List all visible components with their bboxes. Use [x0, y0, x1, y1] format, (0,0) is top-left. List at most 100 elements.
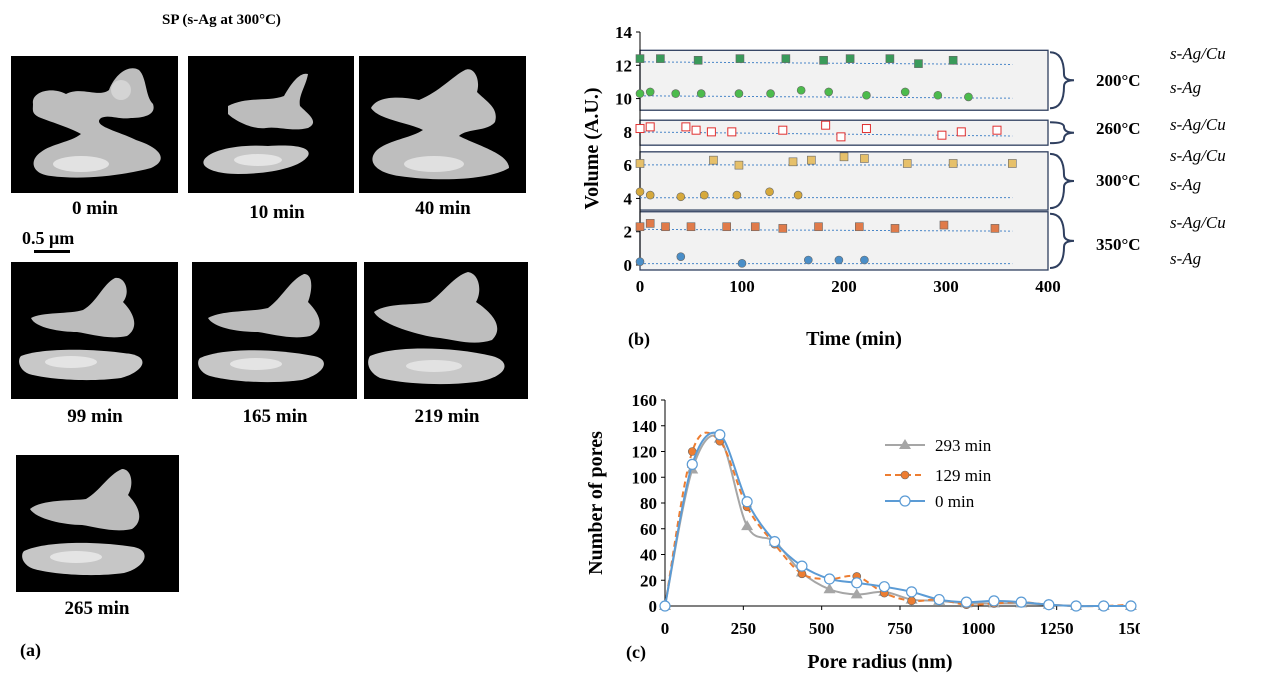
micrograph-0 [11, 56, 178, 193]
data-point [860, 154, 869, 163]
y-axis-label: Number of pores [585, 431, 607, 575]
data-point [676, 192, 686, 202]
data-point [850, 588, 863, 599]
data-point [914, 59, 923, 68]
data-point [645, 122, 655, 132]
data-point [845, 54, 855, 63]
data-point [823, 583, 836, 594]
x-tick-label: 400 [1035, 277, 1061, 296]
data-point [992, 125, 1002, 135]
y-tick-label: 60 [640, 520, 657, 539]
data-point [645, 219, 655, 228]
data-point [709, 155, 718, 165]
series-label: s-Ag/Cu [1170, 44, 1226, 63]
data-point [737, 259, 747, 268]
y-tick-label: 4 [624, 189, 633, 208]
group-temp-label: 260°C [1096, 119, 1141, 138]
legend-marker [899, 439, 911, 449]
y-tick-label: 40 [640, 546, 657, 565]
legend-label: 129 min [935, 466, 992, 485]
legend-label: 0 min [935, 492, 975, 511]
y-tick-label: 160 [632, 391, 658, 410]
data-point [796, 560, 808, 572]
data-point [741, 520, 754, 531]
data-point [686, 458, 698, 470]
x-tick-label: 0 [661, 619, 670, 638]
data-point [686, 222, 696, 232]
pore-radius-chart: 0 20 40 60 80 100 120 140 160 0 250 500 750 1000 1250 1… [585, 391, 1140, 673]
x-axis-label: Pore radius (nm) [807, 651, 952, 673]
x-tick-label: 0 [636, 277, 645, 296]
data-point [933, 90, 943, 100]
caption-0: 0 min [72, 198, 118, 219]
data-point [645, 190, 655, 200]
y-tick-label: 2 [624, 223, 633, 242]
data-point [990, 224, 1000, 233]
data-point [681, 122, 691, 132]
data-point [851, 577, 863, 589]
data-point [766, 89, 775, 98]
panel-c-label: (c) [626, 642, 646, 663]
data-point [661, 222, 670, 232]
data-point [788, 157, 798, 167]
group-temp-label: 200°C [1096, 71, 1141, 90]
data-point [804, 255, 813, 265]
data-point [765, 187, 774, 197]
data-point [693, 55, 703, 65]
data-point [635, 222, 645, 232]
data-point [890, 224, 900, 233]
data-point [722, 222, 731, 232]
group-bracket [1049, 51, 1075, 110]
y-tick-label: 120 [632, 443, 658, 462]
caption-40: 40 min [415, 198, 471, 219]
volume-time-chart: 200°C s-Ag/Cu s-Ag 260°C s-Ag/Cu 300°C s-Ag/Cu… [581, 23, 1226, 350]
data-point [937, 130, 947, 140]
data-point [907, 596, 916, 606]
data-point [645, 87, 655, 97]
data-point [900, 87, 910, 97]
y-axis-label: Volume (A.U.) [581, 87, 603, 209]
micrograph-165 [192, 262, 357, 399]
micrograph-40 [359, 56, 526, 193]
data-point [854, 222, 864, 232]
data-point [1015, 596, 1027, 608]
x-tick-label: 500 [809, 619, 835, 638]
data-point [1098, 600, 1110, 612]
data-point [691, 125, 701, 135]
group-bracket [1049, 121, 1075, 145]
x-tick-label: 750 [887, 619, 913, 638]
data-point [956, 127, 966, 137]
x-tick-label: 1500 [1118, 619, 1140, 638]
data-point [964, 92, 973, 102]
data-point [696, 89, 706, 98]
data-point [706, 127, 716, 137]
data-point [635, 257, 645, 266]
group-temp-label: 300°C [1096, 171, 1141, 190]
x-tick-label: 300 [933, 277, 959, 296]
data-point [671, 89, 680, 98]
y-tick-label: 0 [649, 597, 658, 616]
data-point [836, 132, 846, 142]
data-point [727, 127, 737, 137]
x-tick-label: 250 [731, 619, 757, 638]
data-point [699, 190, 709, 200]
caption-165: 165 min [242, 406, 308, 427]
data-point [781, 54, 791, 63]
caption-219: 219 min [414, 406, 480, 427]
data-point [778, 125, 788, 135]
data-point [734, 160, 744, 170]
panel-b-label: (b) [628, 329, 650, 350]
series-line [664, 431, 1131, 608]
y-tick-label: 14 [615, 23, 633, 42]
data-point [1070, 600, 1082, 612]
data-point [796, 85, 806, 95]
legend-label: 293 min [935, 436, 992, 455]
legend-marker [899, 495, 911, 507]
group-bracket [1049, 212, 1075, 269]
data-point [885, 54, 895, 63]
data-point [948, 159, 958, 168]
data-point [933, 593, 945, 606]
data-point [793, 190, 803, 200]
data-point [732, 190, 742, 200]
group-box [639, 49, 1049, 111]
